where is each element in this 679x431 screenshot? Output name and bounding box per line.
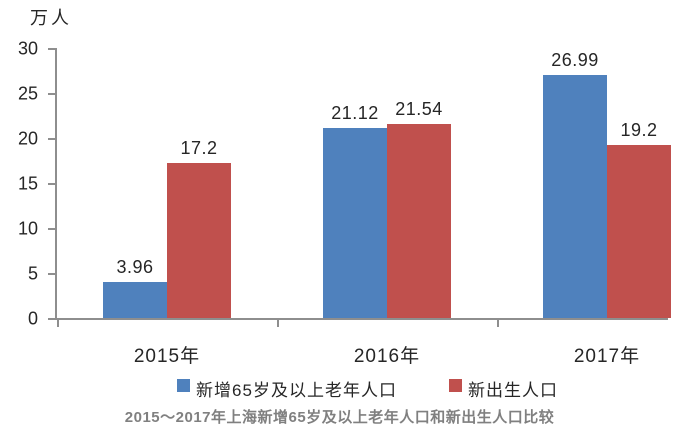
chart-caption: 2015～2017年上海新增65岁及以上老年人口和新出生人口比较	[124, 409, 555, 426]
y-axis-tick	[48, 228, 55, 230]
x-axis-category-label: 2015年	[133, 346, 201, 367]
x-axis-tick	[497, 320, 499, 327]
bar-value-label: 19.2	[620, 120, 658, 140]
bar-series1	[323, 128, 387, 318]
bar-series2	[607, 145, 671, 318]
bar-value-label: 21.12	[331, 103, 379, 123]
bar-value-label: 26.99	[551, 50, 599, 70]
y-axis-tick-label: 25	[17, 83, 38, 104]
y-axis-tick	[48, 93, 55, 95]
legend-item: 新增65岁及以上老年人口	[177, 376, 397, 401]
y-axis-line	[55, 48, 57, 320]
y-axis-tick-label: 20	[17, 128, 38, 149]
y-axis-tick	[48, 273, 55, 275]
y-axis-tick-label: 30	[17, 38, 38, 59]
legend-item: 新出生人口	[448, 376, 558, 401]
x-axis-category-label: 2016年	[353, 346, 421, 367]
x-axis-tick	[57, 320, 59, 327]
legend-swatch	[448, 379, 462, 392]
bar-value-label: 17.2	[180, 138, 218, 158]
y-axis-title: 万人	[30, 8, 72, 28]
bar-series2	[167, 163, 231, 318]
legend-label: 新出生人口	[467, 381, 558, 400]
x-axis-line	[55, 318, 668, 320]
bar-value-label: 3.96	[116, 257, 154, 277]
bar-value-label: 21.54	[395, 99, 443, 119]
bar-series1	[103, 282, 167, 318]
legend-swatch	[177, 379, 191, 392]
y-axis-tick-label: 15	[17, 173, 38, 194]
y-axis-tick	[48, 48, 55, 50]
bar-series1	[543, 75, 607, 318]
y-axis-tick-label: 10	[17, 218, 38, 239]
bar-series2	[387, 124, 451, 318]
y-axis-tick	[48, 318, 55, 320]
y-axis-tick-label: 5	[27, 263, 38, 284]
y-axis-tick	[48, 183, 55, 185]
legend: 新增65岁及以上老年人口 新出生人口	[0, 376, 679, 401]
y-axis-tick	[48, 138, 55, 140]
legend-label: 新增65岁及以上老年人口	[196, 381, 397, 400]
y-axis-tick-label: 0	[27, 308, 38, 329]
x-axis-tick	[277, 320, 279, 327]
x-axis-category-label: 2017年	[573, 346, 641, 367]
